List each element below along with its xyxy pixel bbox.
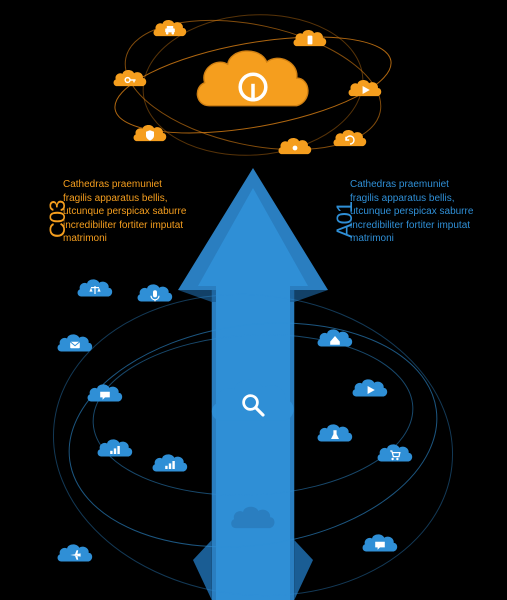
text-c03: Cathedras praemuniet fragilis apparatus … <box>63 178 188 246</box>
graphics-layer <box>0 0 507 600</box>
text-a01: Cathedras praemuniet fragilis apparatus … <box>350 178 475 246</box>
infographic-stage: C03 Cathedras praemuniet fragilis appara… <box>0 0 507 600</box>
